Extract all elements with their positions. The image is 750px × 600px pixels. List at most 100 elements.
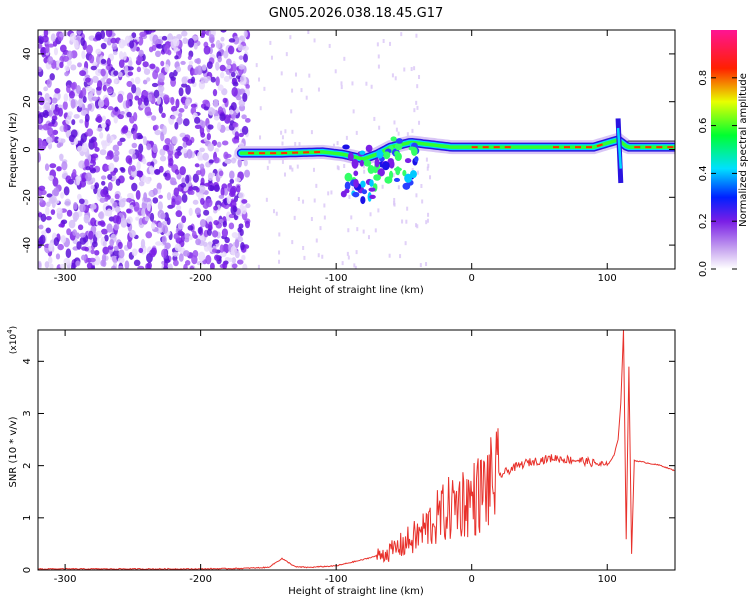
noise-streak xyxy=(280,130,283,135)
noise-speckle xyxy=(45,227,52,234)
noise-streak xyxy=(291,129,294,134)
noise-speckle xyxy=(50,209,56,215)
snr-multiplier-base: (x10 xyxy=(9,334,19,355)
noise-speckle xyxy=(205,254,212,265)
noise-speckle xyxy=(157,201,163,211)
noise-streak xyxy=(426,218,429,223)
noise-speckle xyxy=(53,237,60,247)
noise-speckle xyxy=(172,110,179,116)
noise-speckle xyxy=(49,263,54,269)
noise-speckle xyxy=(40,46,47,56)
snr-y-tick-label: 1 xyxy=(22,515,33,521)
noise-speckle xyxy=(64,71,69,77)
noise-speckle xyxy=(180,182,187,188)
noise-speckle xyxy=(106,64,112,71)
noise-speckle xyxy=(81,50,86,60)
noise-speckle xyxy=(244,118,251,123)
noise-streak xyxy=(395,127,398,132)
noise-speckle xyxy=(178,108,185,113)
noise-speckle xyxy=(78,98,83,108)
noise-streak xyxy=(413,108,416,113)
noise-speckle xyxy=(134,87,142,97)
noise-speckle xyxy=(73,113,80,119)
noise-speckle xyxy=(87,104,92,111)
noise-speckle xyxy=(38,118,42,124)
noise-speckle xyxy=(137,170,144,177)
noise-speckle xyxy=(195,238,201,246)
noise-streak xyxy=(340,85,343,90)
noise-speckle xyxy=(113,70,119,76)
noise-speckle xyxy=(152,70,159,80)
noise-streak xyxy=(419,263,422,268)
noise-speckle xyxy=(142,79,148,85)
noise-speckle xyxy=(194,207,201,215)
noise-speckle xyxy=(64,198,72,207)
figure-title: GN05.2026.038.18.45.G17 xyxy=(269,6,444,21)
noise-speckle xyxy=(211,248,217,253)
noise-speckle xyxy=(61,219,68,225)
noise-speckle xyxy=(78,198,85,205)
noise-speckle xyxy=(149,249,156,258)
noise-speckle xyxy=(115,205,121,213)
noise-speckle xyxy=(208,221,213,230)
noise-speckle xyxy=(106,78,112,85)
noise-speckle xyxy=(96,127,103,132)
noise-speckle xyxy=(161,248,168,258)
signal-blob xyxy=(394,150,400,157)
signal-blob xyxy=(389,170,394,180)
noise-speckle xyxy=(207,172,213,181)
noise-speckle xyxy=(103,37,109,42)
noise-speckle xyxy=(77,62,82,68)
noise-streak xyxy=(415,100,418,105)
signal-blob xyxy=(359,159,364,167)
noise-speckle xyxy=(72,169,77,177)
noise-speckle xyxy=(238,223,244,229)
noise-speckle xyxy=(95,48,102,55)
noise-speckle xyxy=(39,234,46,245)
noise-speckle xyxy=(106,57,111,67)
noise-speckle xyxy=(197,151,203,161)
noise-speckle xyxy=(159,148,166,156)
noise-speckle xyxy=(52,129,59,136)
noise-speckle xyxy=(126,208,132,214)
noise-streak xyxy=(374,228,377,233)
noise-speckle xyxy=(102,246,110,255)
noise-speckle xyxy=(238,192,245,199)
noise-speckle xyxy=(194,116,201,124)
noise-speckle xyxy=(143,68,151,75)
noise-streak xyxy=(355,250,358,255)
noise-speckle xyxy=(188,235,193,241)
noise-speckle xyxy=(146,201,151,212)
noise-speckle xyxy=(55,253,61,260)
noise-speckle xyxy=(41,140,47,150)
noise-streak xyxy=(352,109,355,114)
noise-speckle xyxy=(241,199,248,204)
noise-speckle xyxy=(232,35,240,45)
noise-speckle xyxy=(155,50,162,58)
noise-speckle xyxy=(106,133,111,143)
noise-speckle xyxy=(179,166,186,176)
noise-speckle xyxy=(112,144,120,152)
noise-speckle xyxy=(157,72,165,83)
noise-speckle xyxy=(145,263,151,269)
noise-speckle xyxy=(126,131,132,139)
noise-streak xyxy=(310,130,313,135)
noise-speckle xyxy=(220,251,227,258)
noise-speckle xyxy=(211,108,216,115)
noise-speckle xyxy=(194,124,202,129)
noise-speckle xyxy=(120,110,125,115)
noise-speckle xyxy=(214,254,220,261)
noise-speckle xyxy=(81,254,87,261)
noise-speckle xyxy=(178,253,184,262)
noise-speckle xyxy=(162,225,169,234)
noise-speckle xyxy=(137,152,143,162)
noise-speckle xyxy=(170,180,178,186)
noise-speckle xyxy=(41,230,47,235)
spectrogram-x-tick-label: -200 xyxy=(189,273,212,284)
noise-streak xyxy=(376,42,379,47)
noise-speckle xyxy=(84,77,91,83)
snr-panel: -300 -200 -100 0 100 0 1 2 3 4 Height of straigh… xyxy=(6,326,676,597)
noise-speckle xyxy=(67,111,73,117)
noise-speckle xyxy=(90,249,95,255)
signal-blob xyxy=(344,181,351,190)
